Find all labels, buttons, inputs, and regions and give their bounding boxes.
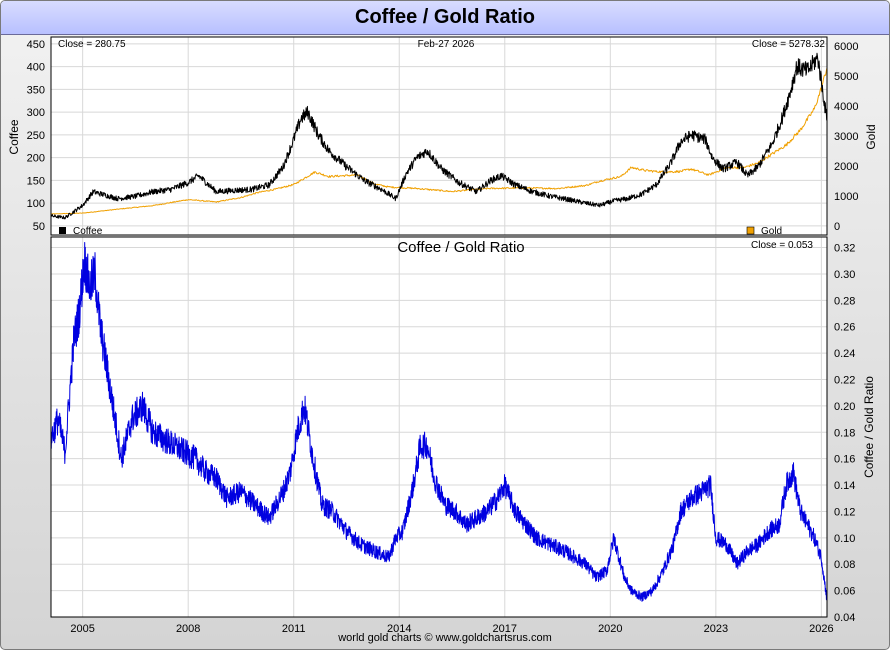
ratio-y-tick-label: 0.04 — [834, 612, 855, 624]
x-tick-label: 2014 — [387, 623, 411, 635]
ratio-y-tick-label: 0.32 — [834, 243, 855, 255]
chart-footer: world gold charts © www.goldchartsrus.co… — [338, 632, 552, 644]
gold-y-tick-label: 3000 — [834, 131, 858, 143]
line-layer — [50, 52, 828, 602]
gold-y-tick-label: 2000 — [834, 161, 858, 173]
gold-y-tick-label: 0 — [834, 221, 840, 233]
ratio-close-label: Close = 0.053 — [751, 240, 813, 251]
bottom-plot-area — [51, 237, 827, 617]
ratio-y-tick-label: 0.28 — [834, 295, 855, 307]
ratio-y-tick-label: 0.14 — [834, 480, 855, 492]
coffee-y-tick-label: 100 — [27, 198, 45, 210]
ratio-y-tick-label: 0.30 — [834, 269, 855, 281]
ratio-y-tick-label: 0.22 — [834, 375, 855, 387]
ratio-y-tick-label: 0.08 — [834, 559, 855, 571]
x-tick-label: 2005 — [70, 623, 94, 635]
coffee-y-tick-label: 300 — [27, 107, 45, 119]
coffee-y-tick-label: 200 — [27, 153, 45, 165]
coffee-legend-swatch — [59, 227, 66, 234]
ratio-y-tick-label: 0.20 — [834, 401, 855, 413]
ratio-y-tick-label: 0.26 — [834, 322, 855, 334]
coffee-axis-label: Coffee — [7, 119, 21, 154]
ratio-series-line — [50, 242, 828, 602]
x-tick-label: 2008 — [176, 623, 200, 635]
x-tick-label: 2023 — [704, 623, 728, 635]
title-bar: Coffee / Gold Ratio — [1, 1, 889, 35]
coffee-close-label: Close = 280.75 — [58, 39, 126, 50]
top-plot-border — [50, 36, 828, 236]
gold-legend-label: Gold — [761, 226, 782, 237]
gold-legend-swatch — [746, 226, 755, 235]
x-tick-label: 2017 — [493, 623, 517, 635]
chart-date-label: Feb-27 2026 — [418, 39, 475, 50]
gold-y-tick-label: 4000 — [834, 101, 858, 113]
ratio-y-tick-label: 0.10 — [834, 533, 855, 545]
ratio-y-tick-label: 0.24 — [834, 348, 855, 360]
ratio-y-tick-label: 0.12 — [834, 506, 855, 518]
gold-y-tick-label: 6000 — [834, 41, 858, 53]
coffee-legend-label: Coffee — [73, 226, 103, 237]
ratio-axis-label: Coffee / Gold Ratio — [862, 376, 876, 478]
gold-close-label: Close = 5278.32 — [752, 39, 826, 50]
coffee-y-tick-label: 450 — [27, 39, 45, 51]
chart-title: Coffee / Gold Ratio — [355, 6, 535, 28]
gold-y-tick-label: 5000 — [834, 71, 858, 83]
coffee-y-tick-label: 150 — [27, 175, 45, 187]
ratio-y-tick-label: 0.16 — [834, 454, 855, 466]
x-tick-label: 2011 — [282, 623, 306, 635]
gold-axis-label: Gold — [864, 124, 878, 149]
coffee-y-tick-label: 400 — [27, 62, 45, 74]
ratio-y-tick-label: 0.06 — [834, 586, 855, 598]
tick-layer: 2005 2008 2011 2014 2017 2020 2023 2026 50 100 150… — [27, 39, 859, 635]
x-tick-label: 2026 — [809, 623, 833, 635]
bottom-plot-border — [50, 236, 828, 618]
ratio-panel-title: Coffee / Gold Ratio — [397, 239, 524, 256]
coffee-series-line — [50, 52, 828, 220]
gold-series-line — [50, 67, 828, 215]
coffee-y-tick-label: 350 — [27, 84, 45, 96]
ratio-y-tick-label: 0.18 — [834, 427, 855, 439]
coffee-y-tick-label: 250 — [27, 130, 45, 142]
x-tick-label: 2020 — [598, 623, 622, 635]
gold-y-tick-label: 1000 — [834, 191, 858, 203]
coffee-y-tick-label: 50 — [33, 221, 45, 233]
